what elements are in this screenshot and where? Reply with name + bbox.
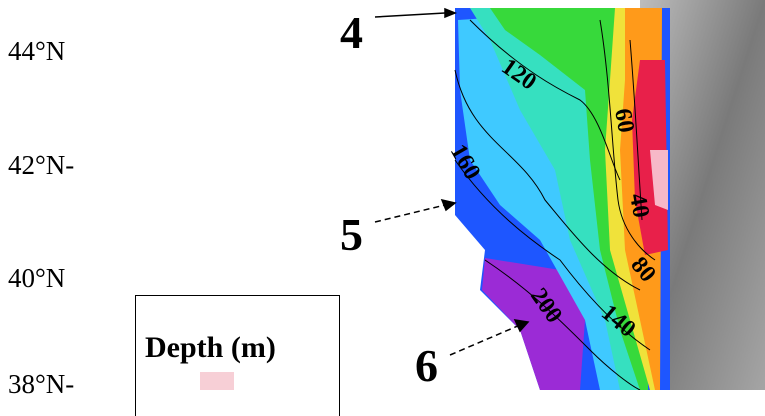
contour-label-60: 60 [609,107,639,135]
latitude-label-42n: 42°N- [8,150,75,180]
transect-arrow-6 [449,324,521,356]
transect-arrow-4 [374,12,446,18]
latitude-label-44n: 44°N [8,36,66,66]
legend-swatch [200,372,234,390]
transect-label-6: 6 [415,340,438,391]
depth-map: 120 160 60 40 80 200 140 [374,0,765,390]
legend-title: Depth (m) [145,331,276,364]
shelf-pink [650,150,668,210]
ocean-deepest [482,258,585,390]
transect-arrow-5 [374,204,446,223]
contour-lines [454,19,656,390]
latitude-label-40n: 40°N [8,263,66,293]
transect-label-5: 5 [340,209,363,260]
transect-arrows [374,7,530,356]
latitude-label-38n: 38°N- [8,369,75,399]
transect-label-4: 4 [340,7,363,58]
contour-label-40: 40 [624,192,654,220]
